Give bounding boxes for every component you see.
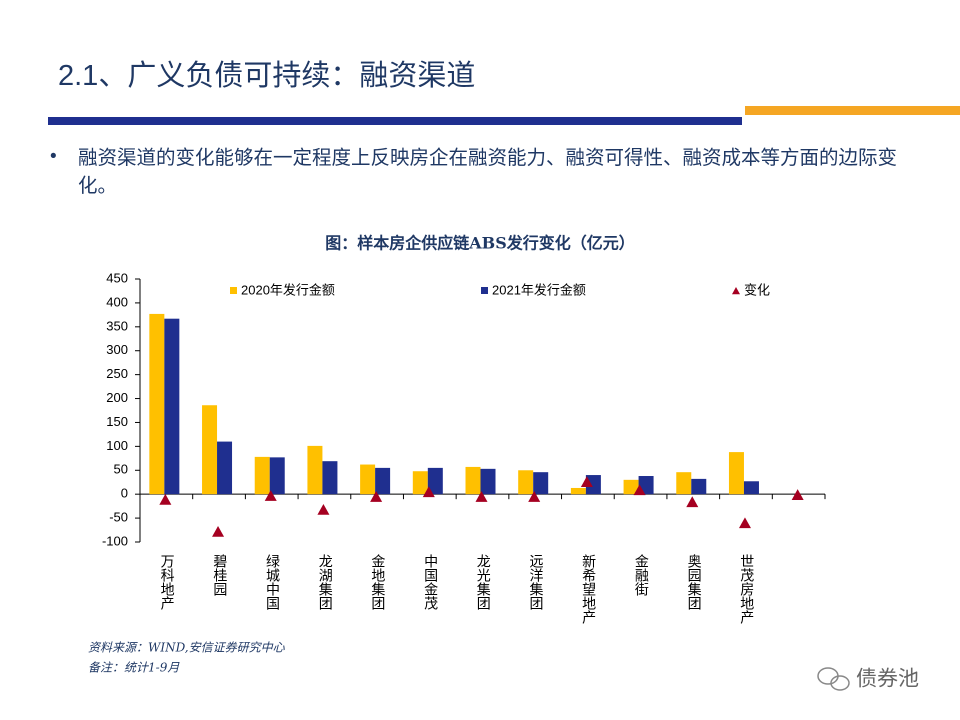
y-tick-label: 250 [106, 366, 128, 381]
x-tick-label: 绿城中国 [265, 554, 281, 610]
y-tick-label: 350 [106, 318, 128, 333]
source-note: 资料来源：WIND,安信证券研究中心 [88, 641, 286, 655]
bar [322, 461, 338, 495]
bar [676, 472, 692, 495]
bar [570, 487, 586, 495]
change-marker [317, 503, 330, 515]
change-marker [528, 491, 541, 502]
bar [269, 457, 285, 495]
bar [480, 468, 496, 495]
bar [743, 481, 759, 495]
legend-swatch [481, 287, 488, 294]
bar [623, 479, 639, 495]
x-tick-label: 龙光集团 [476, 554, 492, 610]
y-tick-label: 300 [106, 342, 128, 357]
y-tick-label: -100 [102, 533, 128, 548]
x-tick-label: 奥园集团 [687, 554, 703, 611]
x-tick-label: 新希望地产 [581, 554, 597, 625]
y-tick-label: 50 [114, 462, 128, 477]
bar [465, 466, 481, 495]
y-tick-label: 450 [106, 270, 128, 285]
x-tick-label: 万科地产 [160, 554, 176, 611]
bar [202, 405, 218, 495]
bar [217, 441, 233, 495]
header-accent [745, 106, 960, 115]
watermark: 债券池 [856, 668, 919, 691]
legend-label: 2020年发行金额 [241, 282, 335, 297]
change-marker [475, 491, 488, 502]
bullet-text: 融资渠道的变化能够在一定程度上反映房企在融资能力、融资可得性、融资成本等方面的边… [78, 147, 898, 197]
change-marker [686, 496, 699, 508]
change-marker [159, 493, 172, 505]
y-tick-label: 100 [106, 438, 128, 453]
change-marker [370, 491, 383, 502]
remark-note: 备注：统计1-9月 [88, 661, 180, 675]
legend-label: 2021年发行金额 [492, 282, 586, 297]
bar [728, 452, 744, 495]
legend-swatch [230, 287, 237, 294]
change-marker [212, 525, 225, 537]
bar [585, 475, 601, 495]
y-tick-label: -50 [109, 510, 128, 525]
bar [307, 445, 323, 495]
x-tick-label: 金融街 [634, 554, 650, 596]
legend-label: 变化 [744, 282, 770, 297]
bullet-dot: • [50, 146, 57, 167]
chart-title: 图：样本房企供应链ABS发行变化（亿元） [325, 234, 635, 253]
watermark-icon [817, 667, 850, 691]
bar [360, 464, 376, 495]
x-tick-label: 世茂房地产 [739, 554, 755, 625]
header-bar [48, 117, 742, 125]
change-marker [580, 476, 593, 488]
change-marker [633, 484, 646, 496]
bar [533, 472, 549, 495]
bar [164, 318, 180, 495]
bar [427, 467, 443, 495]
change-marker [738, 517, 751, 529]
bar [518, 470, 534, 495]
x-tick-label: 龙湖集团 [318, 554, 334, 610]
bar [691, 478, 707, 495]
bar [375, 467, 391, 495]
y-tick-label: 400 [106, 294, 128, 309]
x-tick-label: 中国金茂 [423, 554, 439, 611]
x-tick-label: 金地集团 [370, 554, 386, 610]
change-marker [791, 489, 804, 500]
legend-swatch [732, 287, 740, 295]
y-tick-label: 200 [106, 390, 128, 405]
y-tick-label: 0 [121, 486, 128, 501]
x-tick-label: 远洋集团 [528, 554, 544, 610]
bar [254, 456, 270, 495]
change-marker [422, 486, 435, 498]
bar [149, 313, 165, 495]
bar [412, 471, 428, 495]
x-tick-label: 碧桂园 [212, 554, 228, 596]
change-marker [264, 490, 277, 501]
y-tick-label: 150 [106, 414, 128, 429]
slide-title: 2.1、广义负债可持续：融资渠道 [58, 60, 476, 92]
